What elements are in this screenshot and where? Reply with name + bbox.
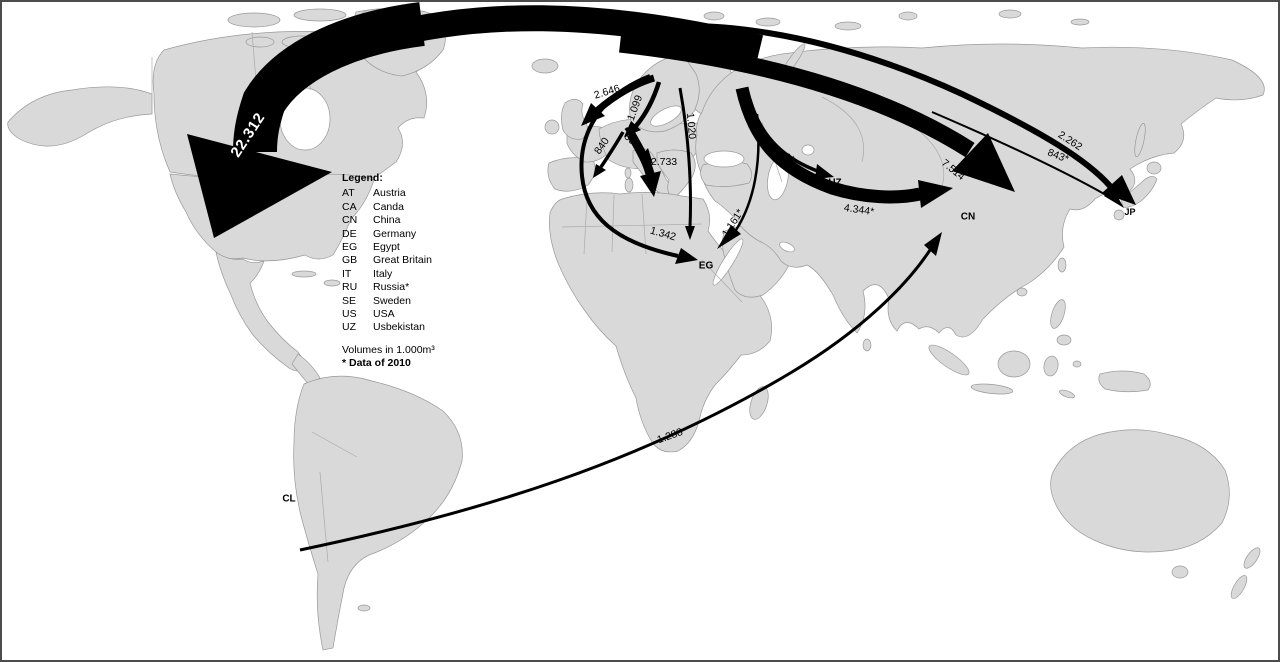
flow-arrowhead-se-eg — [675, 248, 698, 264]
sea-baltic — [650, 105, 682, 127]
landmasses — [7, 8, 1265, 651]
flow-arrow-ru-jp-2 — [931, 111, 1107, 196]
land-hispaniola — [323, 279, 341, 287]
land-hainan — [1016, 287, 1028, 297]
land-mexico — [215, 251, 309, 372]
land-africa — [549, 192, 772, 453]
land-java — [970, 383, 1014, 395]
flow-arrow-se-eg — [579, 74, 679, 258]
flow-arrowhead-ru-uz — [815, 164, 834, 179]
sea-red — [712, 238, 744, 286]
land-arctic-ru-island — [755, 17, 781, 27]
land-svalbard — [703, 11, 725, 21]
flow-arrowhead-ca-us — [187, 134, 332, 238]
land-arctic-ru-island — [1070, 18, 1090, 26]
land-sri-lanka — [862, 338, 872, 352]
flow-arrow-se-de — [634, 81, 662, 128]
flow-arrowhead-ru-jp-1 — [1102, 175, 1136, 205]
land-great-britain — [561, 98, 588, 140]
land-nz-north — [1243, 547, 1261, 569]
flow-arrow-ca-us — [233, 2, 425, 153]
flow-arrowhead-at-it — [640, 171, 661, 197]
flow-arrowhead-ru-eg-1 — [685, 226, 695, 240]
land-sakhalin — [1134, 123, 1146, 157]
land-australia — [1050, 429, 1230, 553]
land-nz-south — [1230, 575, 1248, 599]
flow-arrow-ru-eg-2 — [734, 113, 760, 231]
sea-persian-gulf — [779, 241, 795, 253]
flow-arrow-cl-cn — [299, 249, 932, 552]
land-timor — [1059, 389, 1075, 399]
flow-arrowhead-cl-cn — [924, 232, 942, 256]
flow-arrow-at-it — [627, 131, 655, 176]
land-hokkaido — [1146, 161, 1162, 175]
land-corsica — [624, 167, 632, 179]
sea-aral — [801, 144, 815, 156]
land-iberia — [547, 157, 596, 192]
land-moluccas — [1072, 360, 1082, 368]
land-arctic-ru-island — [834, 21, 862, 31]
flow-arrowhead-ru-cn — [952, 133, 1015, 192]
land-asia — [695, 43, 1265, 338]
land-new-guinea — [1098, 370, 1151, 393]
flow-arrowhead-ru-jp-2 — [1104, 187, 1124, 208]
land-iceland — [531, 58, 559, 74]
land-arctic-island — [227, 12, 281, 28]
land-sardinia — [624, 177, 634, 193]
flow-arrows — [187, 2, 1136, 552]
flow-arrowhead-ru-eg-2 — [717, 225, 741, 249]
land-tasmania — [1171, 565, 1189, 579]
land-alaska — [7, 86, 153, 147]
sea-black — [703, 150, 745, 168]
land-taiwan — [1057, 257, 1067, 273]
land-falklands — [357, 604, 371, 612]
land-mindanao — [1056, 334, 1072, 346]
land-arctic-ru-island — [898, 11, 918, 21]
land-sulawesi — [1043, 355, 1059, 377]
flow-arrow-ru-uz — [748, 99, 821, 174]
land-sumatra — [928, 344, 970, 376]
flow-arrowhead-ru-cn-south — [918, 180, 953, 208]
land-arctic-island — [293, 8, 347, 22]
land-kyushu — [1113, 209, 1125, 221]
land-cuba — [291, 270, 317, 278]
land-south-america — [293, 375, 463, 651]
flow-arrow-ru-eg-1 — [678, 87, 693, 228]
land-arctic-island — [245, 36, 275, 48]
land-ireland — [544, 119, 560, 135]
land-arctic-ru-island — [998, 9, 1022, 19]
flow-arrow-ru-cn — [619, 35, 975, 158]
flow-arrow-de-fr — [599, 131, 625, 168]
flow-arrowhead-de-fr — [593, 164, 606, 178]
flow-arrow-ru-cn-south — [735, 86, 922, 204]
land-borneo — [997, 350, 1031, 378]
flow-arrowhead-se-gb — [581, 103, 605, 126]
land-philippines — [1050, 299, 1066, 329]
flow-arrow-ru-jp-1 — [613, 22, 1113, 188]
